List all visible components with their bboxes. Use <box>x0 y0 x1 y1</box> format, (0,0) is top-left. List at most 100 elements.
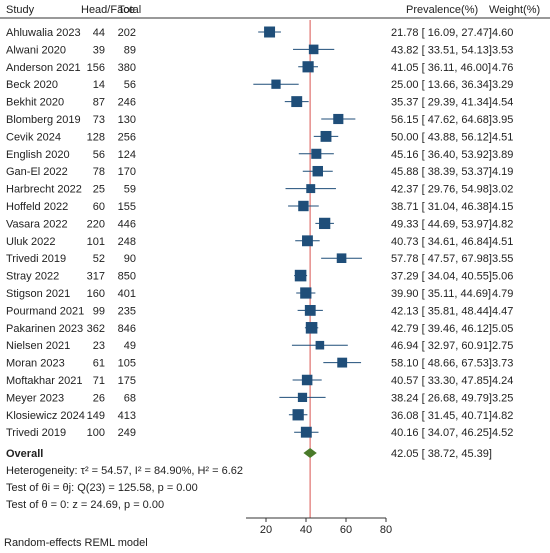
study-marker <box>292 409 304 421</box>
study-head-face: 128 <box>87 131 105 143</box>
study-weight: 4.60 <box>492 27 513 39</box>
x-axis-tick-label: 20 <box>260 524 272 536</box>
header-row: Study Head/Face Total Prevalence(%) Weig… <box>6 4 540 16</box>
study-total: 249 <box>118 427 136 439</box>
study-total: 256 <box>118 131 136 143</box>
study-weight: 5.06 <box>492 271 513 283</box>
study-head-face: 39 <box>93 44 105 56</box>
study-name: Bekhit 2020 <box>6 97 64 109</box>
study-weight: 4.52 <box>492 427 513 439</box>
study-weight: 3.53 <box>492 44 513 56</box>
study-weight: 3.25 <box>492 392 513 404</box>
study-head-face: 87 <box>93 97 105 109</box>
study-head-face: 317 <box>87 271 105 283</box>
study-marker <box>264 26 276 38</box>
study-ci-text: 42.37 [ 29.76, 54.98] <box>391 184 492 196</box>
study-total: 130 <box>118 114 136 126</box>
study-weight: 3.89 <box>492 149 513 161</box>
study-rows: Ahluwalia 2023 44 202 21.78 [ 16.09, 27.47]… <box>6 27 513 439</box>
study-name: English 2020 <box>6 149 70 161</box>
overall-label: Overall <box>6 448 43 460</box>
study-head-face: 78 <box>93 166 105 178</box>
study-name: Blomberg 2019 <box>6 114 81 126</box>
study-name: Harbrecht 2022 <box>6 184 82 196</box>
study-name: Pakarinen 2023 <box>6 323 83 335</box>
study-total: 68 <box>124 392 136 404</box>
study-ci-text: 40.57 [ 33.30, 47.85] <box>391 375 492 387</box>
study-marker <box>306 184 316 194</box>
footnote: Random-effects REML model <box>4 537 148 549</box>
study-ci-text: 40.16 [ 34.07, 46.25] <box>391 427 492 439</box>
study-weight: 4.47 <box>492 305 513 317</box>
study-ci-text: 49.33 [ 44.69, 53.97] <box>391 218 492 230</box>
x-axis-tick-label: 40 <box>300 524 312 536</box>
study-head-face: 160 <box>87 288 105 300</box>
study-weight: 2.75 <box>492 340 513 352</box>
study-head-face: 73 <box>93 114 105 126</box>
study-name: Anderson 2021 <box>6 62 81 74</box>
study-weight: 4.19 <box>492 166 513 178</box>
heterogeneity-text: Heterogeneity: τ² = 54.57, I² = 84.90%, … <box>6 465 243 477</box>
study-marker <box>311 148 322 159</box>
study-total: 380 <box>118 62 136 74</box>
study-head-face: 23 <box>93 340 105 352</box>
study-weight: 4.79 <box>492 288 513 300</box>
study-ci-text: 45.16 [ 36.40, 53.92] <box>391 149 492 161</box>
plot-area: 20 40 60 80 <box>246 20 392 536</box>
study-name: Moran 2023 <box>6 358 65 370</box>
study-total: 105 <box>118 358 136 370</box>
study-total: 235 <box>118 305 136 317</box>
study-ci-text: 41.05 [ 36.11, 46.00] <box>391 62 491 74</box>
study-name: Uluk 2022 <box>6 236 56 248</box>
study-head-face: 99 <box>93 305 105 317</box>
study-ci-text: 46.94 [ 32.97, 60.91] <box>391 340 492 352</box>
study-name: Ahluwalia 2023 <box>6 27 81 39</box>
study-total: 90 <box>124 253 136 265</box>
study-name: Stray 2022 <box>6 271 59 283</box>
overall-diamond <box>303 448 317 458</box>
study-marker <box>305 322 318 334</box>
study-marker <box>302 61 314 73</box>
study-head-face: 220 <box>87 218 105 230</box>
study-weight: 4.82 <box>492 218 513 230</box>
study-head-face: 25 <box>93 184 105 196</box>
study-name: Meyer 2023 <box>6 392 64 404</box>
study-head-face: 14 <box>93 79 105 91</box>
study-name: Vasara 2022 <box>6 218 68 230</box>
study-total: 124 <box>118 149 136 161</box>
header-weight: Weight(%) <box>489 4 540 16</box>
study-marker <box>291 96 303 108</box>
study-marker <box>271 79 281 89</box>
study-head-face: 362 <box>87 323 105 335</box>
study-name: Nielsen 2021 <box>6 340 70 352</box>
study-total: 846 <box>118 323 136 335</box>
header-total: Total <box>118 4 141 16</box>
study-head-face: 71 <box>93 375 105 387</box>
study-head-face: 60 <box>93 201 105 213</box>
study-ci-text: 45.88 [ 38.39, 53.37] <box>391 166 492 178</box>
study-marker <box>294 269 307 282</box>
study-weight: 3.02 <box>492 184 513 196</box>
study-head-face: 56 <box>93 149 105 161</box>
study-name: Trivedi 2019 <box>6 427 66 439</box>
study-name: Stigson 2021 <box>6 288 70 300</box>
study-total: 446 <box>118 218 136 230</box>
study-ci-text: 38.24 [ 26.68, 49.79] <box>391 392 492 404</box>
study-head-face: 101 <box>87 236 105 248</box>
study-name: Hoffeld 2022 <box>6 201 68 213</box>
study-total: 175 <box>118 375 136 387</box>
header-prevalence: Prevalence(%) <box>406 4 478 16</box>
overall-ci-text: 42.05 [ 38.72, 45.39] <box>391 448 492 460</box>
study-total: 248 <box>118 236 136 248</box>
study-total: 59 <box>124 184 136 196</box>
header-study: Study <box>6 4 35 16</box>
study-marker <box>300 287 312 299</box>
study-weight: 3.95 <box>492 114 513 126</box>
study-ci-text: 42.79 [ 39.46, 46.12] <box>391 323 492 335</box>
study-head-face: 149 <box>87 410 105 422</box>
study-weight: 4.54 <box>492 97 513 109</box>
study-weight: 4.82 <box>492 410 513 422</box>
study-marker <box>320 130 332 142</box>
study-head-face: 52 <box>93 253 105 265</box>
header-head-face: Head/Face <box>81 4 135 16</box>
